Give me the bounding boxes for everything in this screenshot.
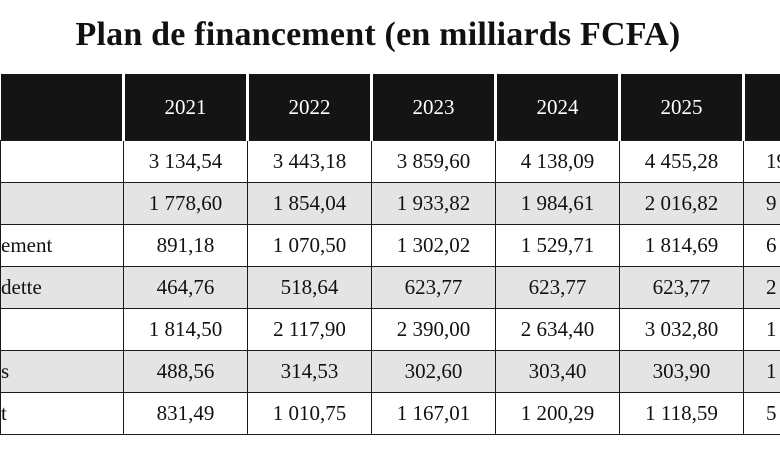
table-cell: 623,77 [495,266,620,309]
header-year-2024: 2024 [494,74,620,141]
table-cell: 623,77 [619,266,744,309]
total-cell: 1 [743,308,780,351]
table-cell: 1 854,04 [247,182,372,225]
table-cell: 3 443,18 [247,140,372,183]
row-label [0,308,124,351]
table-cell: 1 167,01 [371,392,496,435]
table-cell: 1 933,82 [371,182,496,225]
table-cell: 1 778,60 [123,182,248,225]
total-cell: 1 [743,350,780,393]
table-cell: 4 455,28 [619,140,744,183]
table-row: ement 891,18 1 070,50 1 302,02 1 529,71 … [0,224,780,267]
table-cell: 1 529,71 [495,224,620,267]
table-cell: 1 118,59 [619,392,744,435]
table-header-row: 2021 2022 2023 2024 2025 [0,74,780,141]
total-cell: 9 [743,182,780,225]
row-label: ement [0,224,124,267]
table-cell: 1 200,29 [495,392,620,435]
row-label [0,140,124,183]
table-cell: 302,60 [371,350,496,393]
table-cell: 2 016,82 [619,182,744,225]
table-cell: 2 117,90 [247,308,372,351]
row-label [0,182,124,225]
table-cell: 3 032,80 [619,308,744,351]
table-cell: 3 134,54 [123,140,248,183]
table-cell: 303,40 [495,350,620,393]
table-cell: 1 070,50 [247,224,372,267]
table-row: s 488,56 314,53 302,60 303,40 303,90 1 [0,350,780,393]
table-cell: 518,64 [247,266,372,309]
total-cell: 5 [743,392,780,435]
table-row: 3 134,54 3 443,18 3 859,60 4 138,09 4 45… [0,140,780,183]
header-year-2021: 2021 [122,74,248,141]
table-cell: 303,90 [619,350,744,393]
table-cell: 488,56 [123,350,248,393]
table-row: 1 814,50 2 117,90 2 390,00 2 634,40 3 03… [0,308,780,351]
table-row: t 831,49 1 010,75 1 167,01 1 200,29 1 11… [0,392,780,435]
header-label-column [0,74,124,141]
table-row: dette 464,76 518,64 623,77 623,77 623,77… [0,266,780,309]
row-label: dette [0,266,124,309]
table-cell: 3 859,60 [371,140,496,183]
table-cell: 623,77 [371,266,496,309]
header-year-2023: 2023 [370,74,496,141]
table-cell: 2 390,00 [371,308,496,351]
header-year-2022: 2022 [246,74,372,141]
header-total-column [742,74,780,141]
row-label: s [0,350,124,393]
row-label: t [0,392,124,435]
table-cell: 314,53 [247,350,372,393]
table-cell: 1 302,02 [371,224,496,267]
table-cell: 1 984,61 [495,182,620,225]
page-title: Plan de financement (en milliards FCFA) [75,16,681,53]
table-cell: 2 634,40 [495,308,620,351]
table-cell: 831,49 [123,392,248,435]
table-cell: 1 814,69 [619,224,744,267]
table-cell: 1 010,75 [247,392,372,435]
total-cell: 19 [743,140,780,183]
table-cell: 1 814,50 [123,308,248,351]
table-cell: 4 138,09 [495,140,620,183]
table-row: 1 778,60 1 854,04 1 933,82 1 984,61 2 01… [0,182,780,225]
table-cell: 464,76 [123,266,248,309]
table-cell: 891,18 [123,224,248,267]
total-cell: 2 [743,266,780,309]
total-cell: 6 [743,224,780,267]
financing-table-container: 2021 2022 2023 2024 2025 3 134,54 3 443,… [0,74,780,470]
financing-table: 2021 2022 2023 2024 2025 3 134,54 3 443,… [0,74,780,435]
header-year-2025: 2025 [618,74,744,141]
